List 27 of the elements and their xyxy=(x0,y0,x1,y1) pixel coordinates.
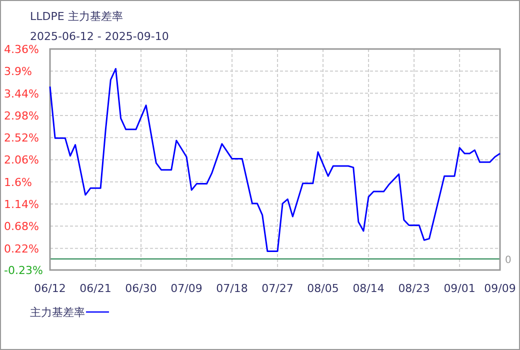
y-tick-label: 3.9% xyxy=(4,65,32,78)
x-tick-label: 08/05 xyxy=(307,282,339,295)
x-tick-label: 07/27 xyxy=(262,282,294,295)
y-tick-label: 1.14% xyxy=(4,198,39,212)
y-tick-label: 0.68% xyxy=(4,220,39,234)
y-tick-label: 2.52% xyxy=(4,132,39,145)
x-tick-label: 06/12 xyxy=(34,282,66,295)
line-series xyxy=(49,68,501,252)
y-tick-label: 0.22% xyxy=(4,242,39,256)
x-tick-label: 07/18 xyxy=(216,282,248,295)
x-tick-label: 07/09 xyxy=(170,282,202,295)
y-tick-label: 3.44% xyxy=(4,87,39,100)
ref-line-label: 0 xyxy=(505,254,512,266)
x-tick-label: 09/09 xyxy=(484,282,516,295)
y-tick-label: -0.23% xyxy=(4,264,43,277)
chart-title: LLDPE 主力基差率 xyxy=(30,10,123,23)
x-tick-label: 06/30 xyxy=(125,282,157,295)
x-tick-label: 09/01 xyxy=(444,282,476,295)
legend-label: 主力基差率 xyxy=(30,306,85,319)
y-tick-label: 2.06% xyxy=(4,154,39,167)
y-tick-label: 2.98% xyxy=(4,109,39,122)
y-tick-label: 4.36% xyxy=(4,43,39,56)
x-tick-label: 06/21 xyxy=(80,282,112,295)
y-tick-label: 1.6% xyxy=(4,176,32,189)
x-tick-label: 08/14 xyxy=(352,282,384,295)
chart-subtitle: 2025-06-12 - 2025-09-10 xyxy=(30,30,169,43)
x-tick-label: 08/23 xyxy=(398,282,430,295)
